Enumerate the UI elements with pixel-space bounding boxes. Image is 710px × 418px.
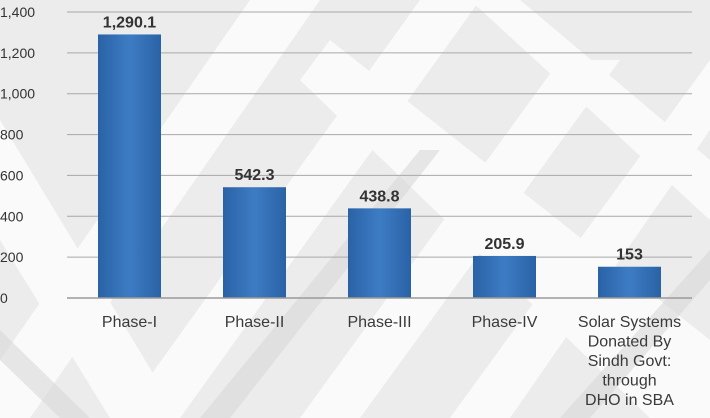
x-tick-label-line: Phase-II [225,314,285,331]
bars [98,34,661,299]
bar [348,208,411,298]
data-label: 1,290.1 [103,14,156,31]
y-tick-label: 0 [0,290,8,306]
bar [473,255,536,298]
bar [223,187,286,298]
x-tick-label-line: Phase-IV [472,314,538,331]
y-tick-label: 1,000 [0,86,35,102]
y-axis-ticks: 0 200 400 600 800 1,000 1,200 1,400 [0,4,35,306]
x-tick-label-line: Sindh Govt: [588,353,672,370]
y-tick-label: 400 [0,208,24,224]
y-tick-label: 1,400 [0,4,35,20]
y-tick-label: 600 [0,167,24,183]
bar [598,266,661,298]
data-label: 153 [616,247,643,264]
data-label: 205.9 [484,236,524,253]
y-tick-label: 200 [0,249,24,265]
x-tick-label: Phase-IV [472,314,538,331]
data-label: 438.8 [359,188,399,205]
x-tick-label: Phase-I [102,314,157,331]
x-tick-label: Solar Systems Donated By Sindh Govt: throug… [578,314,681,409]
value-labels: 1,290.1 542.3 438.8 205.9 153 [103,14,643,263]
y-tick-label: 1,200 [0,45,35,61]
x-tick-label-line: DHO in SBA [585,392,674,409]
x-tick-label-line: through [602,373,656,390]
y-tick-label: 800 [0,127,24,143]
x-tick-label-line: Donated By [588,334,672,351]
data-label: 542.3 [234,167,274,184]
x-tick-label-line: Solar Systems [578,314,681,331]
x-tick-label: Phase-III [347,314,411,331]
x-tick-label-line: Phase-III [347,314,411,331]
x-tick-label-line: Phase-I [102,314,157,331]
bar [98,34,161,299]
category-labels: Phase-I Phase-II Phase-III Phase-IV Solar Sy… [102,314,681,409]
x-tick-label: Phase-II [225,314,285,331]
